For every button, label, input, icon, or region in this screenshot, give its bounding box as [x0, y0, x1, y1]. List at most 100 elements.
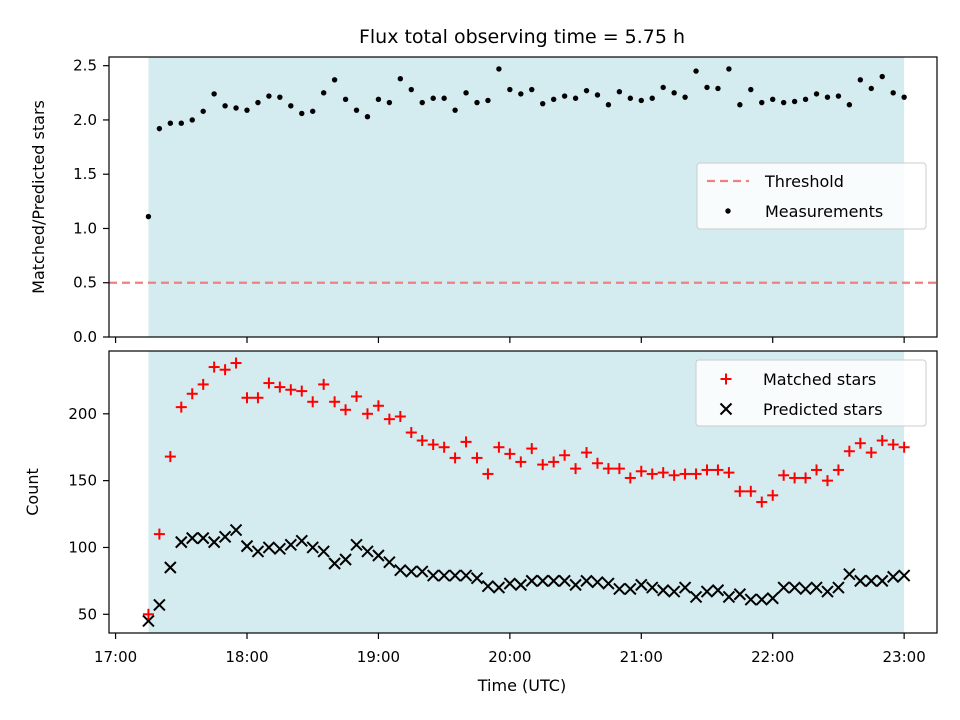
predicted-star-point — [569, 578, 582, 592]
predicted-star-point — [613, 582, 626, 596]
predicted-star-point — [470, 571, 484, 585]
matched-star-point — [427, 439, 439, 451]
predicted-star-point — [897, 569, 911, 582]
measurement-point — [824, 94, 831, 100]
measurement-point — [167, 120, 174, 126]
legend-matched-swatch — [720, 373, 732, 385]
matched-stars-points — [142, 357, 910, 620]
x-tick-label: 22:00 — [751, 648, 794, 666]
measurement-point — [627, 95, 634, 101]
measurement-point — [200, 108, 206, 114]
measurement-point — [583, 87, 590, 94]
matched-star-point — [372, 400, 384, 412]
matched-star-point — [756, 496, 768, 508]
measurement-point — [616, 89, 623, 95]
predicted-star-point — [492, 581, 506, 594]
measurement-point — [156, 125, 163, 132]
measurement-point — [364, 113, 371, 120]
measurement-point — [452, 107, 458, 113]
matched-star-point — [438, 441, 450, 453]
measurement-point — [780, 99, 787, 106]
matched-star-point — [296, 385, 308, 397]
predicted-star-point — [799, 582, 812, 596]
predicted-star-point — [591, 576, 604, 589]
measurement-point — [759, 99, 765, 106]
matched-star-point — [263, 377, 275, 389]
matched-star-point — [241, 392, 253, 404]
matched-star-point — [493, 441, 505, 453]
top-legend: Threshold Measurements — [696, 162, 927, 230]
measurement-point — [879, 73, 885, 80]
matched-star-point — [821, 475, 833, 487]
matched-star-point — [865, 447, 877, 459]
matched-star-point — [832, 464, 844, 476]
predicted-star-point — [744, 593, 758, 606]
matched-star-point — [843, 445, 855, 457]
matched-star-point — [515, 456, 527, 468]
measurement-point — [791, 98, 798, 105]
matched-star-point — [383, 413, 395, 425]
measurement-point — [748, 86, 754, 93]
measurement-point — [682, 94, 688, 100]
matched-star-point — [416, 435, 428, 447]
measurement-point — [419, 99, 425, 106]
matched-star-point — [679, 468, 691, 480]
x-tick-label: 23:00 — [883, 648, 926, 666]
measurement-point — [846, 102, 853, 108]
top-y-tick-label: 2.0 — [73, 111, 97, 129]
matched-star-point — [208, 361, 220, 373]
matched-star-point — [197, 378, 209, 390]
predicted-star-point — [777, 581, 790, 594]
measurement-point — [704, 84, 710, 91]
measurement-point — [594, 92, 601, 98]
matched-star-point — [624, 472, 636, 484]
matched-star-point — [351, 390, 363, 402]
matched-star-point — [559, 449, 571, 461]
predicted-star-point — [372, 549, 385, 562]
measurement-point — [310, 108, 316, 114]
predicted-star-point — [394, 563, 407, 577]
predicted-stars-points — [142, 523, 911, 628]
matched-star-point — [307, 396, 319, 408]
top-y-axis: 0.0 0.5 1.0 1.5 2.0 2.5 — [73, 57, 109, 346]
matched-star-point — [405, 427, 417, 439]
measurement-point — [868, 85, 874, 92]
x-tick-label: 17:00 — [94, 648, 137, 666]
predicted-star-point — [361, 545, 374, 558]
matched-star-point — [690, 468, 702, 480]
measurement-point — [726, 66, 732, 72]
matched-star-point — [142, 608, 154, 620]
bottom-panel: 50 100 150 200 17:00 18:00 19:00 20:00 21:00 22:… — [23, 350, 938, 695]
predicted-star-point — [437, 569, 451, 582]
top-y-tick-label: 0.5 — [73, 274, 97, 292]
measurement-point — [331, 77, 338, 83]
predicted-star-point — [164, 561, 177, 574]
measurement-point — [529, 86, 535, 93]
bottom-y-axis: 50 100 150 200 — [68, 405, 109, 623]
predicted-star-point — [328, 557, 341, 570]
bottom-panel-frame — [108, 350, 938, 634]
predicted-star-point — [514, 578, 528, 592]
predicted-star-point — [229, 523, 243, 537]
measurement-point — [507, 86, 513, 93]
matched-star-point — [635, 465, 647, 477]
predicted-star-point — [350, 538, 363, 551]
matched-star-point — [734, 485, 746, 497]
predicted-star-point — [153, 598, 166, 612]
measurement-point — [288, 103, 294, 109]
predicted-star-point — [273, 542, 287, 556]
predicted-star-point — [667, 585, 681, 598]
matched-star-point — [778, 469, 790, 481]
bottom-y-tick-label: 150 — [68, 472, 97, 490]
measurement-point — [397, 76, 404, 82]
legend-predicted-swatch — [719, 402, 733, 416]
bottom-legend-box — [695, 359, 927, 427]
measurement-point — [233, 105, 239, 111]
legend-predicted-label: Predicted stars — [763, 400, 883, 419]
matched-star-point — [668, 469, 680, 481]
matched-star-point — [800, 472, 812, 484]
predicted-star-point — [306, 541, 319, 554]
bottom-y-tick-label: 50 — [78, 605, 97, 623]
x-tick-label: 19:00 — [357, 648, 400, 666]
